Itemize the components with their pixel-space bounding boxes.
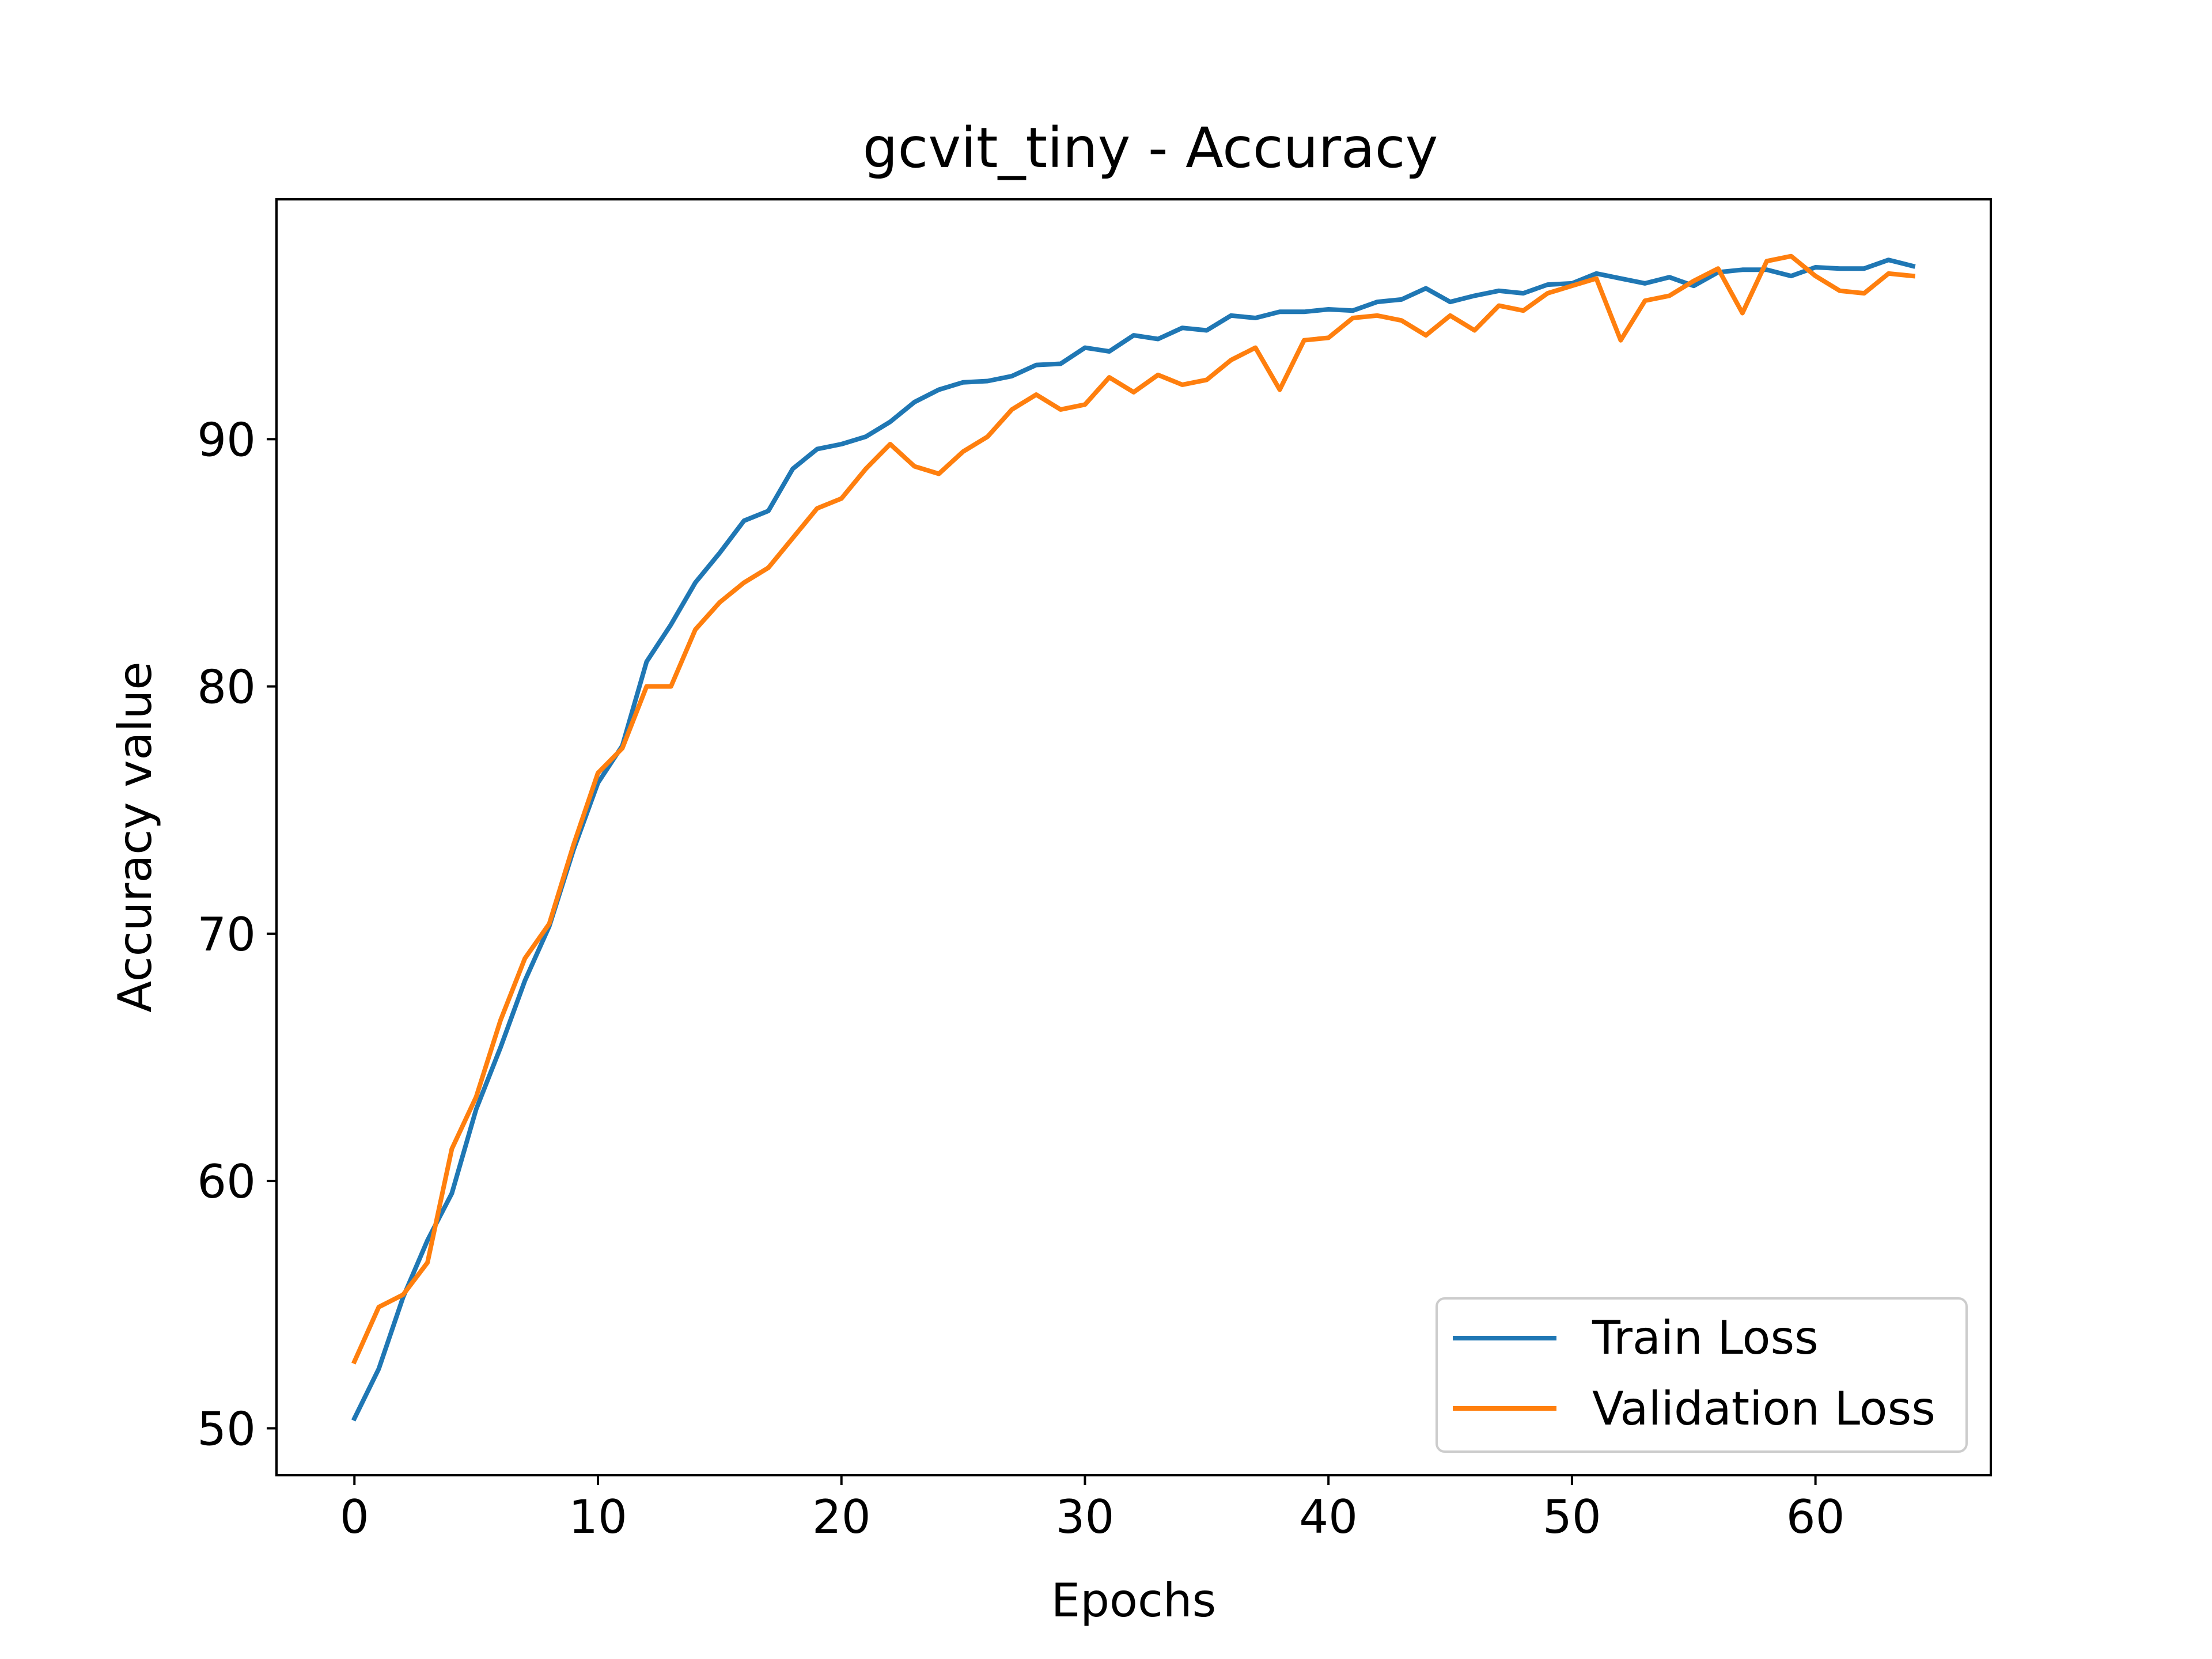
x-axis-label: Epochs xyxy=(1051,1574,1217,1627)
plot-frame xyxy=(275,198,1992,1476)
legend-frame xyxy=(1435,1297,1968,1453)
plot-area xyxy=(276,199,1991,1475)
y-tick-label: 50 xyxy=(197,1402,256,1456)
y-tick-label: 90 xyxy=(197,413,256,467)
y-tick-label: 60 xyxy=(197,1155,256,1209)
plot-background xyxy=(276,199,1991,1475)
legend: Train Loss Validation Loss xyxy=(1435,1297,1968,1453)
x-tick-label: 50 xyxy=(1543,1490,1601,1544)
y-axis: 50 60 70 80 90 xyxy=(197,413,276,1456)
x-tick-label: 30 xyxy=(1056,1490,1115,1544)
y-axis-label: Accuracy value xyxy=(108,661,162,1012)
x-tick-label: 20 xyxy=(812,1490,871,1544)
y-tick-label: 80 xyxy=(197,661,256,714)
legend-train-label: Train Loss xyxy=(1592,1311,1819,1365)
x-tick-label: 0 xyxy=(340,1490,369,1544)
chart-title: gcvit_tiny - Accuracy xyxy=(863,116,1438,180)
legend-validation-label: Validation Loss xyxy=(1592,1382,1936,1435)
x-tick-label: 60 xyxy=(1786,1490,1845,1544)
x-tick-label: 40 xyxy=(1299,1490,1358,1544)
validation-loss-line xyxy=(351,253,1916,1365)
x-axis: 0 10 20 30 40 50 60 xyxy=(340,1475,1845,1544)
x-tick-label: 10 xyxy=(569,1490,627,1544)
y-tick-label: 70 xyxy=(197,908,256,961)
series-layer xyxy=(351,253,1916,1422)
